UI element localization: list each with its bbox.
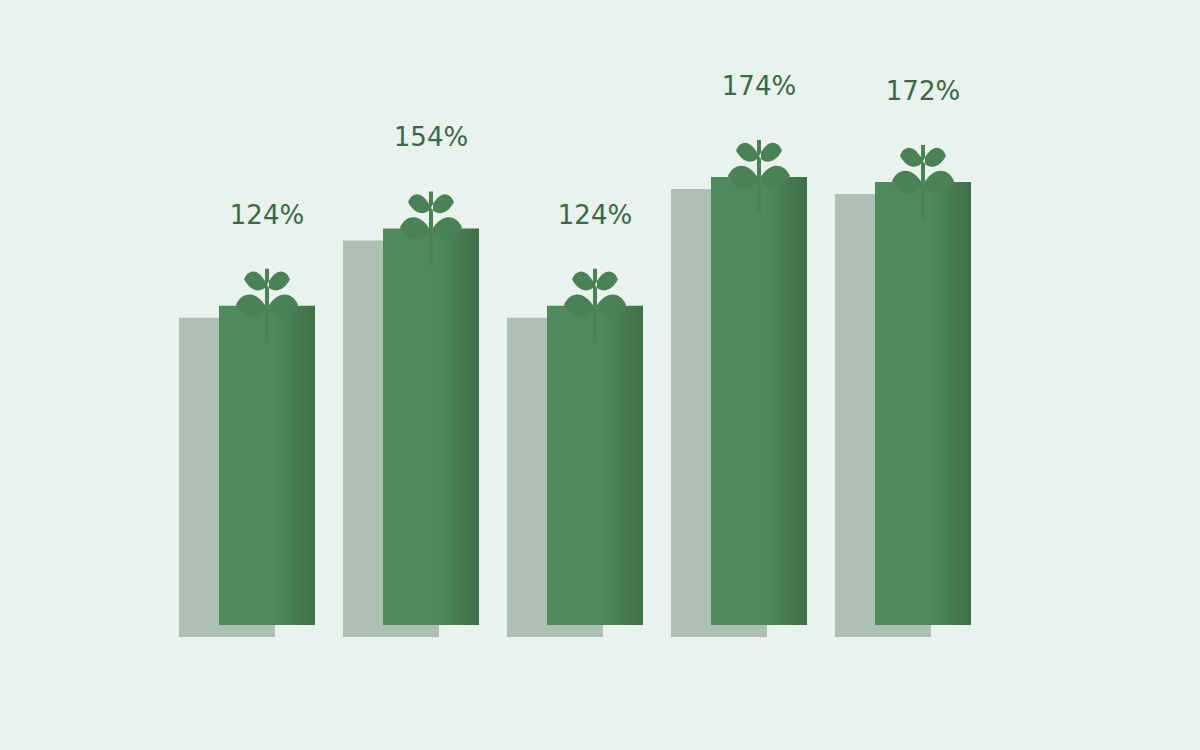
- svg-text:124%: 124%: [230, 200, 304, 230]
- svg-text:172%: 172%: [886, 76, 960, 106]
- svg-text:124%: 124%: [558, 200, 632, 230]
- svg-text:154%: 154%: [394, 122, 468, 152]
- svg-text:174%: 174%: [722, 71, 796, 101]
